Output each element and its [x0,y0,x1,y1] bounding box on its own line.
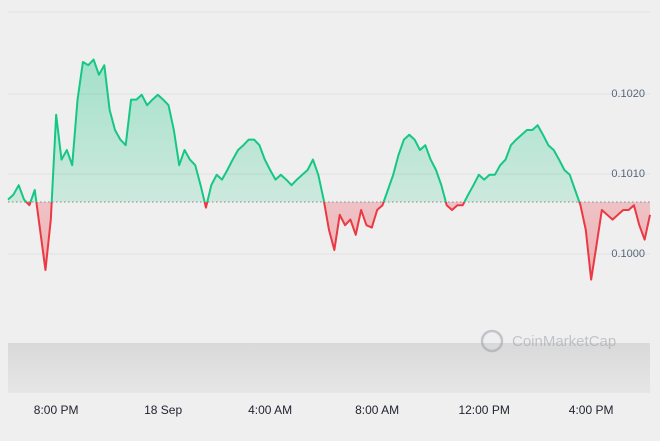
area-up [8,59,650,202]
price-line-down [24,202,651,281]
volume-band [8,343,650,393]
y-tick-label: 0.1010 [611,168,645,180]
y-tick-label: 0.1020 [611,88,645,100]
x-tick-label: 8:00 PM [34,403,79,417]
watermark-logo [480,329,504,353]
watermark-text: CoinMarketCap [512,333,616,350]
x-tick-label: 8:00 AM [355,403,399,417]
x-tick-label: 12:00 PM [458,403,509,417]
area-down [8,202,650,280]
x-tick-label: 4:00 PM [569,403,614,417]
y-tick-label: 0.1000 [611,248,645,260]
x-tick-label: 18 Sep [144,403,182,417]
price-line-up [7,58,581,202]
x-tick-label: 4:00 AM [248,403,292,417]
watermark: CoinMarketCap [480,329,616,353]
